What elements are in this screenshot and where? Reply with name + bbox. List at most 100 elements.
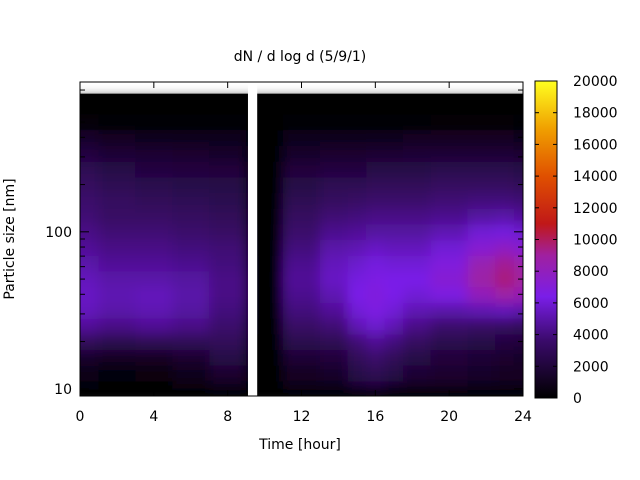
heatmap-cell [430,239,469,256]
heatmap-cell [98,176,136,194]
colorbar-ticks: 0 2000 4000 6000 8000 10000 12000 14000 16000 180… [535,74,618,407]
heatmap-cell [172,145,210,162]
heatmap-cell [384,161,404,178]
heatmap-cell [495,161,515,178]
heatmap-cell [384,224,404,241]
heatmap-cell [283,145,321,162]
heatmap-cell [513,145,523,162]
heatmap-cell [98,271,136,288]
heatmap-cell [430,255,469,272]
heatmap-cell [80,255,99,272]
heatmap-cell [135,192,173,209]
heatmap-cell [513,208,523,225]
heatmap-cell [283,302,321,319]
heatmap-cell [172,192,210,209]
heatmap-cell [495,192,515,209]
heatmap-cell [172,286,210,303]
heatmap-cell [135,302,173,319]
heatmap-cell [320,145,349,162]
x-tick-label: 24 [514,409,532,425]
heatmap-cell [80,239,99,256]
heatmap-cell [283,208,321,225]
heatmap-cell [384,349,404,366]
heatmap-cell [172,318,210,335]
heatmap-cell [172,333,210,351]
x-tick-label: 12 [293,409,311,425]
heatmap-cell [172,208,210,225]
heatmap-cell [172,365,210,382]
heatmap-cell [320,286,349,303]
data-gap [247,82,258,396]
heatmap-cell [209,255,247,272]
heatmap-cell [209,302,247,319]
heatmap-cell [430,286,469,303]
heatmap-cell [403,365,432,382]
heatmap-cell [135,176,173,194]
heatmap-cell [98,145,136,162]
heatmap-cell [283,365,321,382]
heatmap-cell [347,349,367,366]
no-data-cap [80,93,523,130]
heatmap-cell [135,224,173,241]
heatmap-cell [320,318,349,335]
x-tick-label: 16 [366,409,384,425]
heatmap-cell [513,192,523,209]
heatmap-cell [320,271,349,288]
heatmap-cell [467,224,496,241]
heatmap-cell [209,161,247,178]
heatmap-cell [209,349,247,366]
colorbar-tick-label: 4000 [573,328,609,344]
heatmap-cell [467,176,496,194]
heatmap-cell [172,239,210,256]
heatmap-cell [495,224,515,241]
heatmap-cell [430,192,469,209]
heatmap-cell [80,224,99,241]
heatmap-cell [347,318,367,335]
heatmap-cell [283,255,321,272]
heatmap-cell [384,286,404,303]
colorbar-tick-label: 10000 [573,233,618,249]
heatmap-cell [283,161,321,178]
heatmap-cell [347,239,367,256]
colorbar-tick-label: 6000 [573,296,609,312]
heatmap-cell [283,318,321,335]
heatmap-cell [403,192,432,209]
heatmap-cell [320,255,349,272]
heatmap-cell [430,349,469,366]
heatmap-cell [495,271,515,288]
heatmap-cell [320,192,349,209]
heatmap-cell [347,286,367,303]
heatmap-cell [209,129,247,146]
heatmap-cell [430,333,469,351]
heatmap-cell [98,286,136,303]
heatmap-cell [366,365,386,382]
x-tick-label: 4 [149,409,158,425]
heatmap-cell [80,161,99,178]
heatmap-cells [80,98,523,396]
heatmap-cell [283,349,321,366]
heatmap-cell [384,176,404,194]
heatmap-cell [513,239,523,256]
heatmap-cell [403,145,432,162]
heatmap-cell [80,145,99,162]
heatmap-cell [320,365,349,382]
heatmap-cell [172,129,210,146]
heatmap-cell [467,365,496,382]
heatmap-cell [209,208,247,225]
heatmap-cell [495,129,515,146]
heatmap-cell [366,239,386,256]
y-tick-label: 100 [45,225,72,241]
no-data-band [80,114,523,130]
colorbar-tick-label: 14000 [573,169,618,185]
heatmap-cell [403,302,432,319]
heatmap-cell [384,129,404,146]
heatmap-cell [283,176,321,194]
heatmap-cell [384,192,404,209]
heatmap-cell [135,255,173,272]
heatmap-cell [135,365,173,382]
heatmap-cell [366,129,386,146]
colorbar-tick-label: 16000 [573,137,618,153]
heatmap-cell [467,239,496,256]
heatmap-cell [384,302,404,319]
